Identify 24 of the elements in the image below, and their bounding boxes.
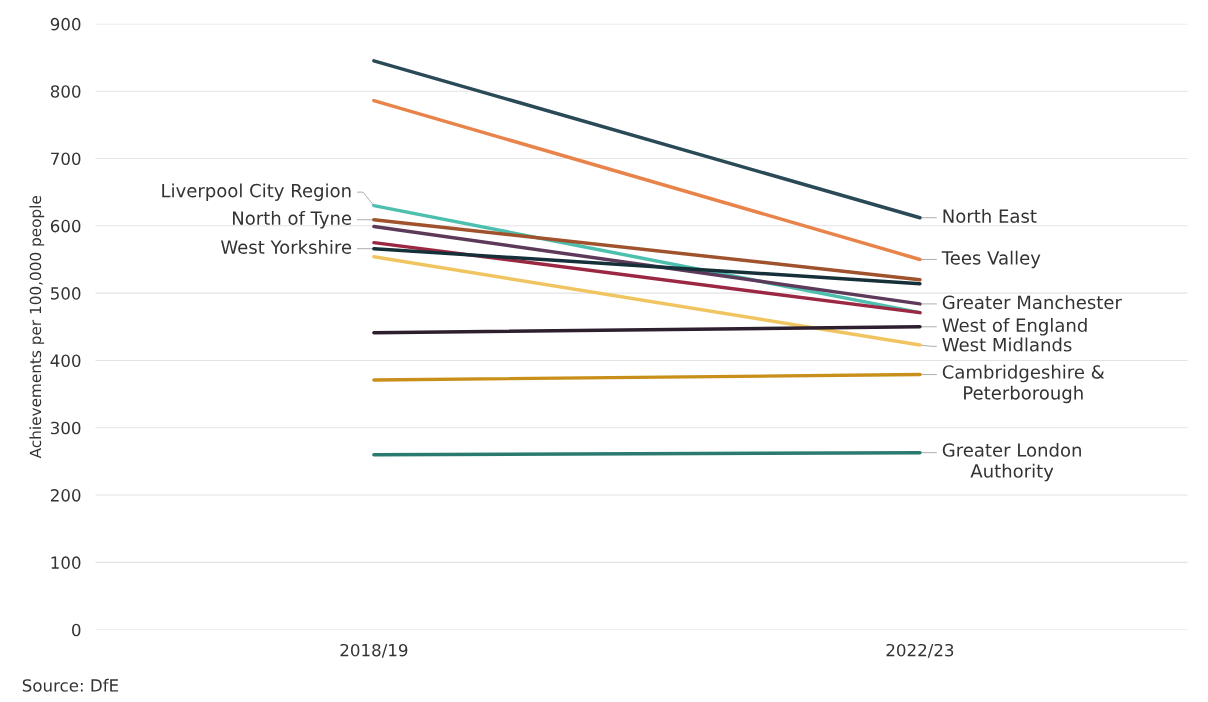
y-tick-label: 0 <box>72 623 81 637</box>
annotation: North East <box>943 209 1037 223</box>
y-tick-label: 200 <box>50 489 81 502</box>
y-tick-label: 800 <box>50 85 81 98</box>
source-note: Source: DfE <box>22 678 119 692</box>
x-tick-label: 2022/23 <box>886 643 954 658</box>
y-tick-label: 100 <box>51 556 81 569</box>
y-tick-label: 500 <box>51 287 81 300</box>
annotation: West Midlands <box>942 337 1072 352</box>
y-tick-label: 700 <box>51 152 81 166</box>
y-tick-label: 600 <box>50 219 81 233</box>
y-axis-title: Achievements per 100,000 people <box>29 196 45 459</box>
y-tick-label: 900 <box>50 17 81 31</box>
annotation: Greater London Authority <box>942 442 1081 482</box>
annotation: Liverpool City Region <box>162 183 351 201</box>
annotation: West of England <box>942 318 1087 336</box>
annotation: West Yorkshire <box>220 239 352 254</box>
y-tick-label: 400 <box>50 354 81 368</box>
annotation: Greater Manchester <box>942 295 1122 310</box>
annotation: Tees Valley <box>941 250 1041 269</box>
annotation: North of Tyne <box>233 211 352 229</box>
y-tick-label: 300 <box>51 421 81 435</box>
x-tick-label: 2018/19 <box>340 643 408 658</box>
annotation: Cambridgeshire & Peterborough <box>942 364 1105 404</box>
